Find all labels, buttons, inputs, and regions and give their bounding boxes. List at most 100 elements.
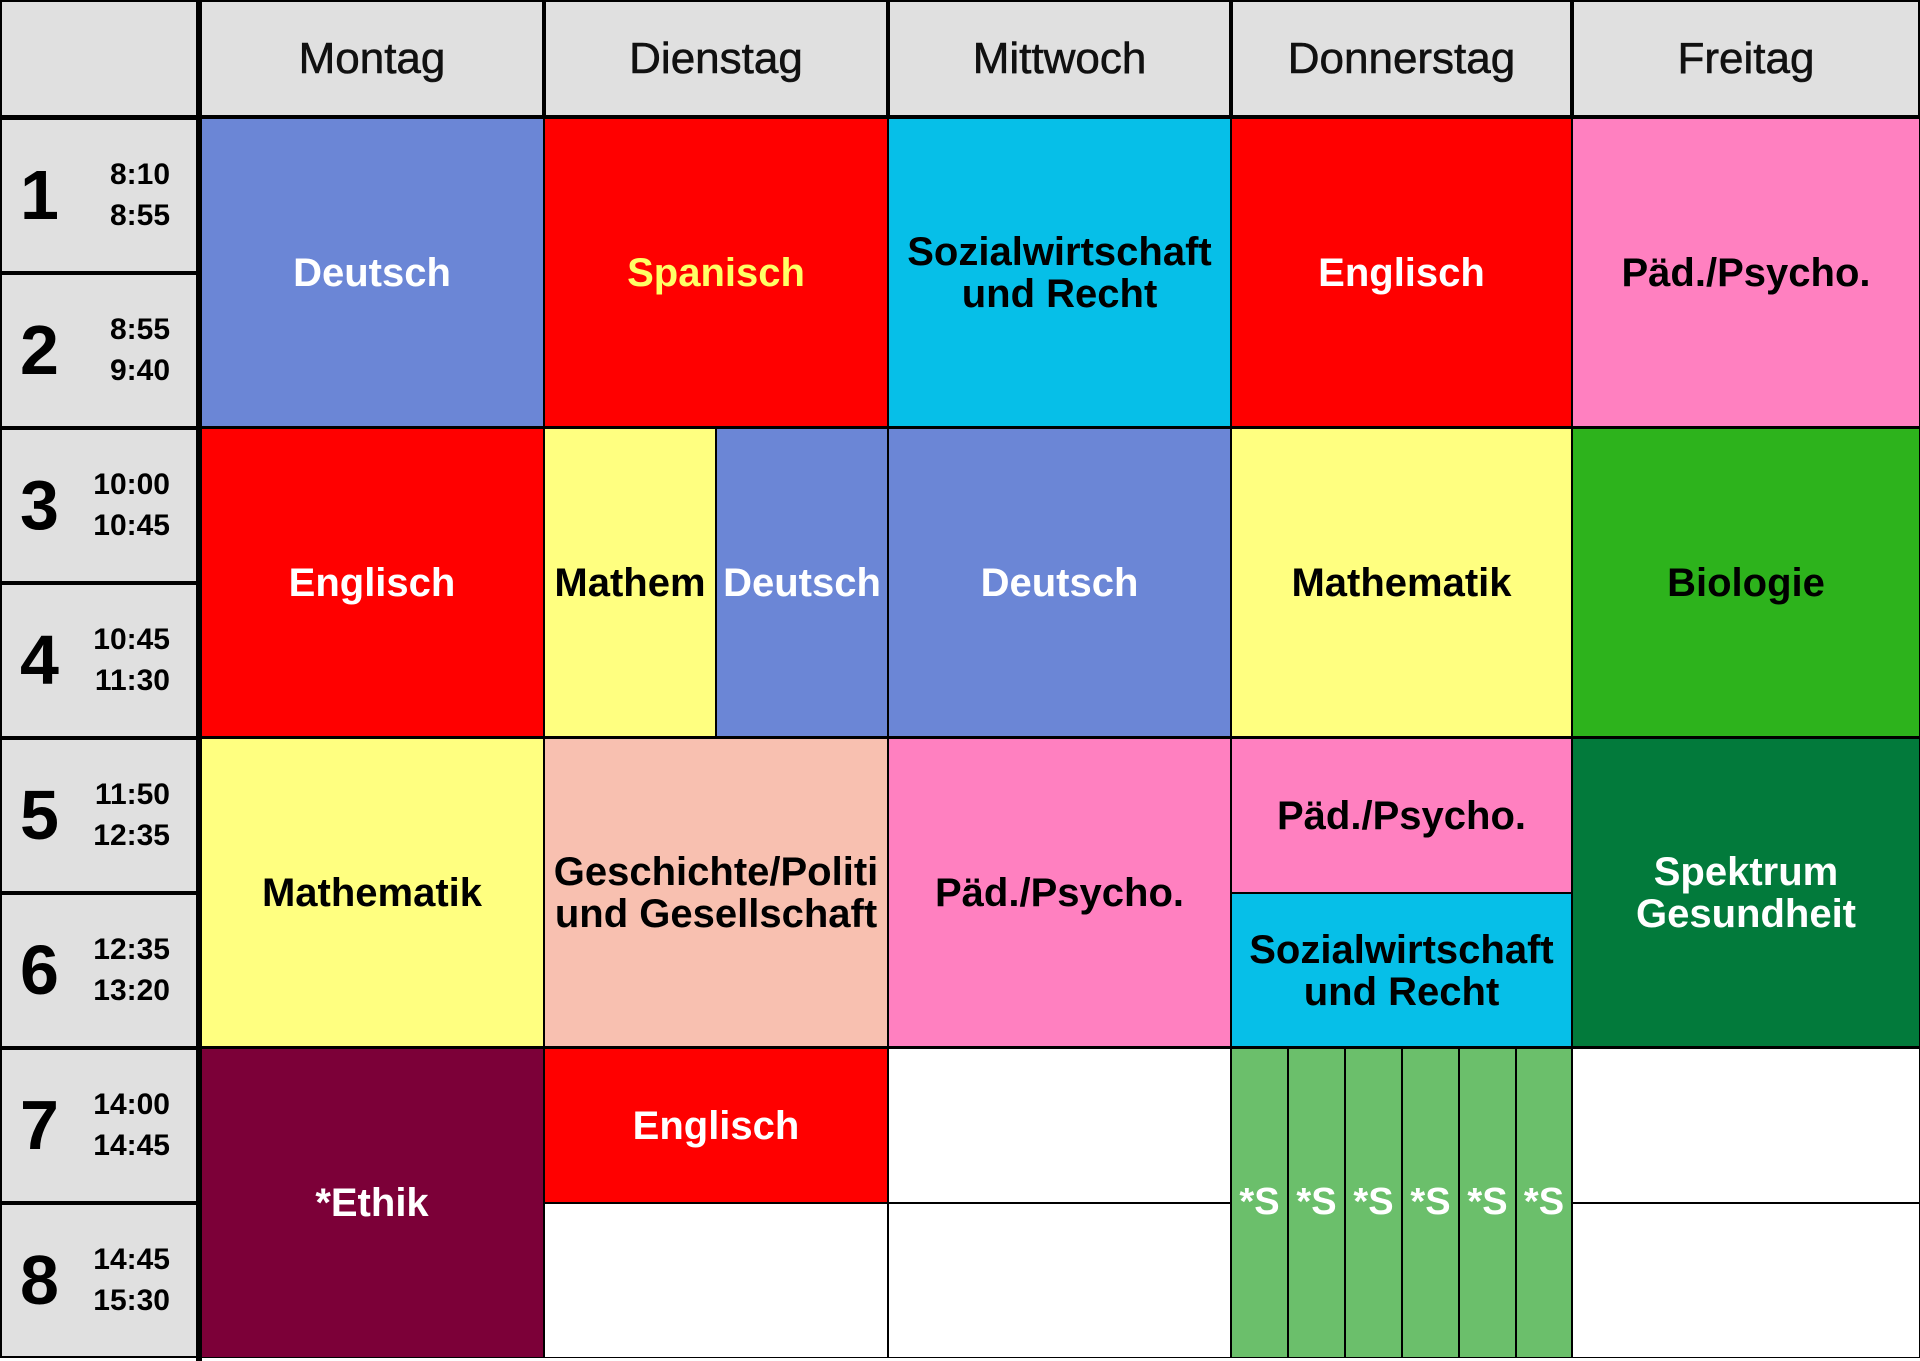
period-start: 8:10 (109, 158, 170, 191)
row-divider (200, 1046, 1920, 1049)
lesson-label: Englisch (632, 1103, 800, 1148)
period-times: 11:50 12:35 (93, 775, 170, 856)
lesson-label: Mathem (554, 561, 706, 605)
lesson-label: *S (1296, 1181, 1337, 1224)
day-header-dienstag: Dienstag (544, 0, 888, 118)
lesson-dienstag-5-6: Geschichte/Politi und Gesellschaft (544, 738, 888, 1048)
lesson-label: Sozialwirtschaft und Recht (907, 230, 1212, 316)
lesson-donnerstag-1-2: Englisch (1231, 118, 1572, 428)
day-header-freitag: Freitag (1572, 0, 1920, 118)
period-end: 12:35 (93, 818, 170, 852)
lesson-label: *S (1353, 1181, 1394, 1224)
period-end: 8:55 (109, 198, 170, 232)
lesson-donnerstag-3-4: Mathematik (1231, 428, 1572, 738)
empty-dienstag-8 (544, 1203, 888, 1358)
lesson-label: Päd./Psycho. (935, 871, 1184, 915)
lesson-dienstag-7: Englisch (544, 1048, 888, 1203)
lesson-label: Biologie (1667, 561, 1825, 605)
period-number: 1 (20, 155, 59, 234)
lesson-label: Mathematik (261, 871, 483, 915)
lesson-montag-5-6: Mathematik (200, 738, 544, 1048)
lesson-donnerstag-7-8-s3: *S (1345, 1048, 1402, 1358)
lesson-label: *S (1523, 1181, 1565, 1224)
row-divider (0, 115, 1920, 119)
period-start: 14:00 (93, 1088, 170, 1121)
lesson-mittwoch-5-6: Päd./Psycho. (888, 738, 1231, 1048)
day-label: Freitag (1677, 33, 1815, 83)
lesson-label: Deutsch (293, 251, 451, 295)
period-end: 9:40 (109, 353, 170, 387)
lesson-label: Päd./Psycho. (1277, 793, 1526, 838)
lesson-dienstag-3-4-a: Mathem (544, 428, 716, 738)
lesson-donnerstag-7-8-s6: *S (1516, 1048, 1572, 1358)
lesson-label: Mathematik (1291, 561, 1512, 605)
row-divider (200, 736, 1920, 739)
lesson-label: Spektrum Gesundheit (1635, 850, 1857, 936)
period-number: 8 (20, 1240, 59, 1319)
period-number: 5 (20, 775, 59, 854)
day-header-montag: Montag (200, 0, 544, 118)
period-number: 4 (20, 620, 59, 699)
lesson-freitag-5-6: Spektrum Gesundheit (1572, 738, 1920, 1048)
lesson-donnerstag-7-8-s5: *S (1459, 1048, 1516, 1358)
lesson-freitag-3-4: Biologie (1572, 428, 1920, 738)
period-start: 14:45 (93, 1243, 170, 1276)
corner-cell (0, 0, 200, 118)
lesson-freitag-1-2: Päd./Psycho. (1572, 118, 1920, 428)
lesson-label: *S (1467, 1181, 1508, 1224)
period-start: 10:00 (93, 468, 170, 501)
period-number: 6 (20, 930, 59, 1009)
period-times: 8:10 8:55 (110, 155, 170, 236)
period-cell-2: 2 8:55 9:40 (0, 273, 200, 428)
day-header-donnerstag: Donnerstag (1231, 0, 1572, 118)
empty-freitag-7 (1572, 1048, 1920, 1203)
period-start: 10:45 (93, 623, 170, 656)
empty-mittwoch-7 (888, 1048, 1231, 1203)
lesson-label: *S (1239, 1181, 1280, 1224)
period-end: 14:45 (93, 1128, 170, 1162)
period-times: 8:55 9:40 (110, 310, 170, 391)
period-cell-6: 6 12:35 13:20 (0, 893, 200, 1048)
period-start: 8:55 (109, 313, 170, 346)
period-end: 13:20 (93, 973, 170, 1007)
period-end: 11:30 (94, 663, 170, 697)
lesson-label: Englisch (288, 561, 456, 605)
period-cell-3: 3 10:00 10:45 (0, 428, 200, 583)
period-cell-8: 8 14:45 15:30 (0, 1203, 200, 1358)
lesson-label: Englisch (1318, 251, 1485, 295)
lesson-mittwoch-3-4: Deutsch (888, 428, 1231, 738)
period-start: 12:35 (93, 933, 170, 966)
lesson-label: Deutsch (980, 561, 1139, 605)
row-divider (200, 426, 1920, 429)
column-divider (196, 0, 202, 1361)
lesson-label: Sozialwirtschaft und Recht (1249, 927, 1554, 1014)
period-cell-1: 1 8:10 8:55 (0, 118, 200, 273)
period-times: 10:45 11:30 (93, 620, 170, 701)
lesson-montag-7-8: *Ethik (200, 1048, 544, 1358)
lesson-montag-3-4: Englisch (200, 428, 544, 738)
lesson-label: Deutsch (723, 561, 881, 605)
period-number: 7 (20, 1085, 59, 1164)
lesson-dienstag-3-4-b: Deutsch (716, 428, 888, 738)
period-cell-7: 7 14:00 14:45 (0, 1048, 200, 1203)
lesson-montag-1-2: Deutsch (200, 118, 544, 428)
period-start: 11:50 (94, 778, 170, 811)
lesson-label: *Ethik (315, 1181, 429, 1225)
lesson-donnerstag-6: Sozialwirtschaft und Recht (1231, 893, 1572, 1048)
period-times: 14:45 15:30 (93, 1240, 170, 1321)
period-number: 2 (20, 310, 59, 389)
lesson-dienstag-1-2: Spanisch (544, 118, 888, 428)
day-label: Dienstag (629, 33, 803, 83)
empty-mittwoch-8 (888, 1203, 1231, 1358)
lesson-donnerstag-7-8-s4: *S (1402, 1048, 1459, 1358)
day-label: Donnerstag (1287, 33, 1516, 83)
period-number: 3 (20, 465, 59, 544)
lesson-label: Päd./Psycho. (1621, 251, 1871, 295)
lesson-donnerstag-7-8-s1: *S (1231, 1048, 1288, 1358)
day-header-mittwoch: Mittwoch (888, 0, 1231, 118)
period-times: 14:00 14:45 (93, 1085, 170, 1166)
period-cell-4: 4 10:45 11:30 (0, 583, 200, 738)
period-times: 12:35 13:20 (93, 930, 170, 1011)
lesson-label: *S (1410, 1181, 1451, 1224)
